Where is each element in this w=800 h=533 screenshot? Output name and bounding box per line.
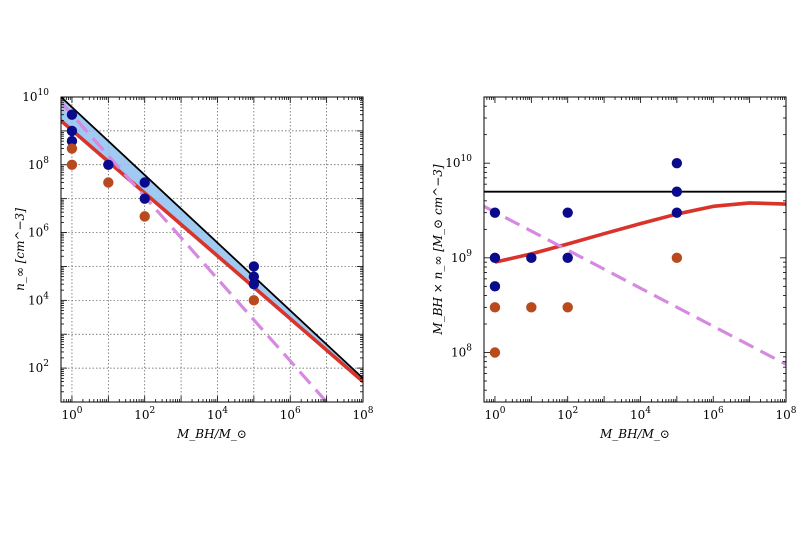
data-point [489,302,501,313]
data-point [489,347,501,358]
panel-2: 100 102 104 106 108 108 109 1010 M_BH/M_⊙ M_BH × … [431,96,797,441]
data-point [66,135,78,147]
y-tick-label: 108 [451,344,472,360]
curve-1 [494,201,786,264]
data-point [526,302,537,313]
data-point [671,157,683,169]
data-point [562,207,573,218]
x-tick-label: 100 [484,406,505,422]
x-axis-label: M_BH/M_⊙ [599,427,670,441]
y-tick-label: 109 [451,249,472,265]
y-axis-label: n_∞ [cm^−3] [13,208,27,291]
y-tick-label: 102 [28,359,49,375]
dashed-curve-2 [484,204,786,366]
data-point [139,177,150,188]
data-point [562,252,573,264]
plot-area [61,97,363,402]
curve-1 [61,119,363,383]
data-point [671,207,683,218]
curve-0 [61,97,363,379]
y-tick-label: 1010 [22,88,49,104]
data-point [671,252,683,264]
y-axis-label: M_BH × n_∞ [M_⊙ cm^−3] [431,164,445,335]
x-tick-label: 104 [207,406,228,422]
data-point [66,125,78,137]
data-point [103,177,114,188]
y-tick-label: 1010 [445,154,472,170]
x-axis-label: M_BH/M_⊙ [176,427,247,441]
data-point [248,278,260,290]
y-tick-label: 108 [28,156,49,172]
data-point [139,211,150,222]
data-point [66,143,78,154]
data-point [248,271,260,282]
y-tick-label: 104 [28,291,49,307]
x-tick-label: 108 [352,406,373,422]
data-point [671,186,683,197]
x-tick-label: 102 [557,406,578,422]
x-tick-label: 106 [703,406,724,422]
plot-area [484,190,786,366]
data-point [562,302,573,313]
dashed-curve-2 [61,101,328,402]
x-tick-label: 102 [134,406,155,422]
data-point [526,252,537,264]
data-point [489,207,501,218]
x-tick-label: 106 [280,406,301,422]
data-point [66,109,78,120]
data-point [103,159,114,170]
data-point [489,252,501,264]
x-tick-label: 100 [61,406,82,422]
data-point [66,159,78,170]
tick-marks [483,96,787,403]
data-point [248,261,260,272]
data-point [139,193,150,204]
axes-frame [483,96,787,403]
data-point [489,281,501,292]
x-tick-label: 108 [775,406,796,422]
y-tick-label: 106 [28,224,49,240]
data-point [248,295,260,306]
panel-1: 100 102 104 106 108 102 104 106 108 1010 M_BH/M_⊙ n… [13,88,374,441]
tick-marks [60,96,364,403]
x-tick-label: 104 [630,406,651,422]
